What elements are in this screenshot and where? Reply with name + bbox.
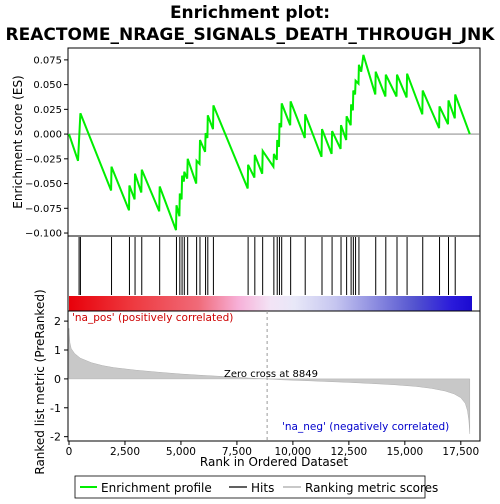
legend-hits-label: Hits	[251, 481, 274, 495]
es-y-tick-label: −0.100	[25, 229, 62, 240]
es-y-tick-label: −0.050	[25, 179, 62, 190]
x-tick-label: 17,500	[442, 446, 479, 458]
es-y-tick-label: 0.000	[33, 130, 62, 141]
es-y-tick-label: 0.075	[33, 55, 62, 66]
chart-subtitle: REACTOME_NRAGE_SIGNALS_DEATH_THROUGH_JNK	[6, 25, 496, 45]
ranking-metric-area	[68, 328, 471, 434]
metric-y-tick-label: -1	[50, 402, 61, 415]
legend-metric-label: Ranking metric scores	[305, 481, 438, 495]
x-tick-label: 15,000	[386, 446, 423, 458]
zero-cross-label: Zero cross at 8849	[224, 369, 318, 380]
es-y-tick-label: −0.075	[25, 204, 62, 215]
x-tick-label: 10,000	[275, 446, 312, 458]
x-axis: 0 2,500 5,000 7,500 10,000 12,500 15,000 17,500	[66, 441, 479, 458]
es-y-axis-label: Enrichment score (ES)	[11, 75, 25, 208]
x-axis-label: Rank in Ordered Dataset	[200, 455, 348, 469]
es-y-tick-label: 0.050	[33, 80, 62, 91]
x-tick-label: 2,500	[110, 446, 140, 458]
neg-label: 'na_neg' (negatively correlated)	[282, 421, 449, 433]
metric-y-tick-label: -2	[50, 431, 61, 444]
es-y-tick-label: −0.025	[25, 154, 62, 165]
x-tick-label: 0	[66, 446, 73, 458]
x-tick-label: 5,000	[166, 446, 196, 458]
metric-y-tick-label: 0	[54, 373, 61, 386]
metric-y-axis: -2 -1 0 1 2	[50, 315, 68, 444]
x-tick-label: 12,500	[330, 446, 367, 458]
metric-y-axis-label: Ranked list metric (PreRanked)	[33, 289, 47, 474]
chart-title: Enrichment plot:	[170, 3, 330, 23]
metric-y-tick-label: 2	[54, 315, 61, 328]
legend-es-label: Enrichment profile	[101, 481, 212, 495]
hits-markers	[78, 237, 456, 295]
rank-heat-bar	[69, 296, 472, 311]
pos-label: 'na_pos' (positively correlated)	[72, 312, 233, 324]
x-tick-label: 7,500	[222, 446, 252, 458]
es-panel	[67, 47, 481, 237]
es-y-axis: −0.100 −0.075 −0.050 −0.025 0.000 0.025 0.050 0…	[25, 55, 68, 240]
legend-box	[74, 475, 426, 499]
es-y-tick-label: 0.025	[33, 105, 62, 116]
enrichment-profile-line	[68, 54, 471, 231]
metric-y-tick-label: 1	[54, 344, 61, 357]
